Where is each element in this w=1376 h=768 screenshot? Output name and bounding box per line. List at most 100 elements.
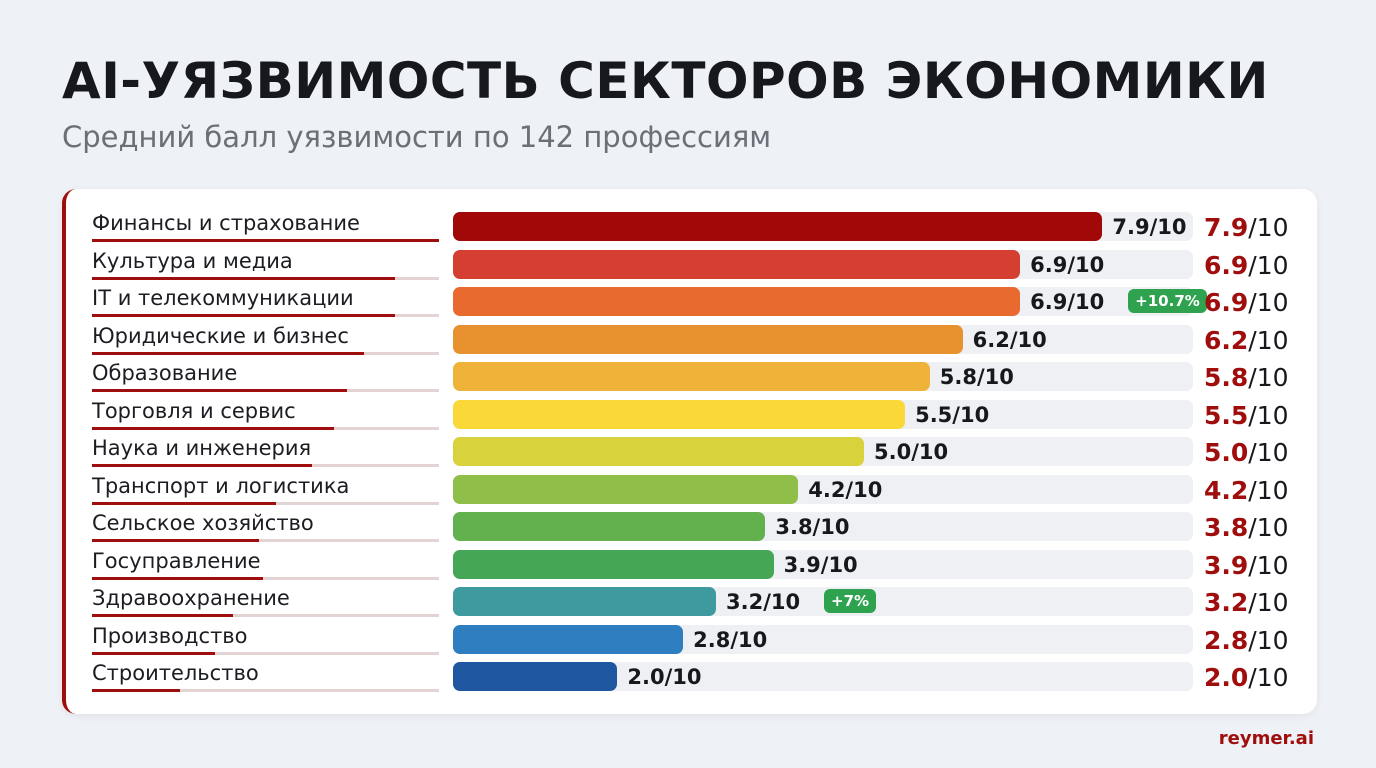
value-label: 7.9/10 — [1112, 215, 1187, 239]
bar — [453, 549, 774, 579]
chart-row: Госуправление 3.9/10 3.9/10 — [66, 547, 1317, 584]
label-underline — [92, 389, 439, 392]
bar — [453, 249, 1021, 279]
bar — [453, 587, 717, 616]
chart-row: Сельское хозяйство 3.8/10 3.8/10 — [66, 509, 1317, 546]
label-underline — [92, 239, 439, 242]
score-suffix: /10 — [1248, 663, 1289, 692]
score-label: 5.0/10 — [1204, 438, 1289, 467]
category-label: Финансы и страхование — [92, 211, 360, 235]
score-label: 6.9/10 — [1204, 251, 1289, 280]
label-underline — [92, 276, 439, 280]
score-label: 5.8/10 — [1204, 363, 1289, 392]
category-label: Сельское хозяйство — [92, 511, 314, 535]
score-suffix: /10 — [1248, 213, 1289, 242]
chart-row: Образование 5.8/10 5.8/10 — [66, 359, 1317, 396]
score-suffix: /10 — [1248, 400, 1289, 430]
score-suffix: /10 — [1248, 325, 1289, 355]
page-subtitle: Средний балл уязвимости по 142 профессия… — [62, 120, 772, 154]
score-value: 3.2 — [1204, 588, 1249, 617]
category-label: Наука и инженерия — [92, 436, 312, 460]
value-label: 5.5/10 — [915, 402, 990, 427]
score-value: 3.9 — [1204, 550, 1249, 580]
score-label: 6.9/10 — [1204, 288, 1289, 317]
category-label: Здравоохранение — [92, 586, 290, 610]
score-label: 7.9/10 — [1204, 213, 1289, 242]
score-value: 6.9 — [1204, 250, 1249, 280]
value-label: 2.8/10 — [693, 627, 768, 652]
bar — [453, 437, 864, 466]
value-label: 5.8/10 — [939, 365, 1014, 389]
score-value: 2.8 — [1204, 625, 1249, 655]
score-suffix: /10 — [1248, 250, 1289, 280]
label-underline — [92, 351, 439, 355]
value-label: 2.0/10 — [627, 665, 702, 689]
score-value: 7.9 — [1204, 213, 1249, 242]
bar — [453, 324, 963, 354]
label-underline — [92, 314, 439, 317]
bar — [453, 399, 906, 429]
chart-row: Торговля и сервис 5.5/10 5.5/10 — [66, 397, 1317, 434]
label-underline — [92, 689, 439, 692]
chart-row: Производство 2.8/10 2.8/10 — [66, 622, 1317, 659]
value-label: 5.0/10 — [874, 440, 949, 464]
brand-label: reymer.ai — [1218, 728, 1314, 749]
chart-card: Финансы и страхование 7.9/10 7.9/10 Культ… — [62, 189, 1317, 714]
bar — [453, 474, 799, 504]
score-label: 4.2/10 — [1204, 476, 1289, 505]
bar — [453, 662, 618, 691]
chart-row: Юридические и бизнес 6.2/10 6.2/10 — [66, 322, 1317, 359]
score-suffix: /10 — [1248, 288, 1289, 317]
chart-row: Транспорт и логистика 4.2/10 4.2/10 — [66, 472, 1317, 509]
label-underline — [92, 539, 439, 542]
label-underline — [92, 464, 439, 467]
chart-row: Строительство 2.0/10 2.0/10 — [66, 659, 1317, 696]
score-suffix: /10 — [1248, 550, 1289, 580]
page-title: AI-УЯЗВИМОСТЬ СЕКТОРОВ ЭКОНОМИКИ — [62, 52, 1269, 110]
score-value: 4.2 — [1204, 475, 1249, 505]
score-label: 3.2/10 — [1204, 588, 1289, 617]
score-suffix: /10 — [1248, 438, 1289, 467]
bar — [453, 362, 930, 391]
score-value: 6.2 — [1204, 325, 1249, 355]
change-badge: +10.7% — [1128, 289, 1207, 313]
score-suffix: /10 — [1248, 588, 1289, 617]
score-value: 5.0 — [1204, 438, 1249, 467]
category-label: IT и телекоммуникации — [92, 286, 354, 310]
category-label: Культура и медиа — [92, 248, 293, 273]
value-label: 4.2/10 — [808, 477, 883, 502]
score-suffix: /10 — [1248, 363, 1289, 392]
chart-row: Здравоохранение 3.2/10 +7% 3.2/10 — [66, 584, 1317, 621]
score-label: 5.5/10 — [1204, 401, 1289, 430]
category-label: Торговля и сервис — [92, 398, 296, 423]
bar — [453, 512, 766, 541]
category-label: Строительство — [92, 661, 259, 685]
label-underline — [92, 651, 439, 655]
value-label: 3.8/10 — [775, 515, 850, 539]
score-suffix: /10 — [1248, 475, 1289, 505]
value-label: 3.9/10 — [783, 552, 858, 577]
bar — [453, 212, 1103, 241]
score-label: 3.8/10 — [1204, 513, 1289, 542]
chart-row: IT и телекоммуникации 6.9/10 +10.7% 6.9/… — [66, 284, 1317, 321]
value-label: 6.9/10 — [1030, 290, 1105, 314]
score-suffix: /10 — [1248, 513, 1289, 542]
category-label: Транспорт и логистика — [92, 473, 350, 498]
value-label: 6.9/10 — [1030, 252, 1105, 277]
value-label: 6.2/10 — [972, 327, 1047, 352]
change-badge: +7% — [824, 589, 877, 613]
chart-row: Культура и медиа 6.9/10 6.9/10 — [66, 247, 1317, 284]
bar — [453, 624, 684, 654]
label-underline — [92, 426, 439, 430]
label-underline — [92, 576, 439, 580]
bar — [453, 287, 1021, 316]
chart-row: Наука и инженерия 5.0/10 5.0/10 — [66, 434, 1317, 471]
score-value: 3.8 — [1204, 513, 1249, 542]
score-label: 6.2/10 — [1204, 326, 1289, 355]
chart-row: Финансы и страхование 7.9/10 7.9/10 — [66, 209, 1317, 246]
category-label: Юридические и бизнес — [92, 323, 349, 348]
score-suffix: /10 — [1248, 625, 1289, 655]
score-value: 6.9 — [1204, 288, 1249, 317]
label-underline — [92, 614, 439, 617]
score-label: 2.8/10 — [1204, 626, 1289, 655]
